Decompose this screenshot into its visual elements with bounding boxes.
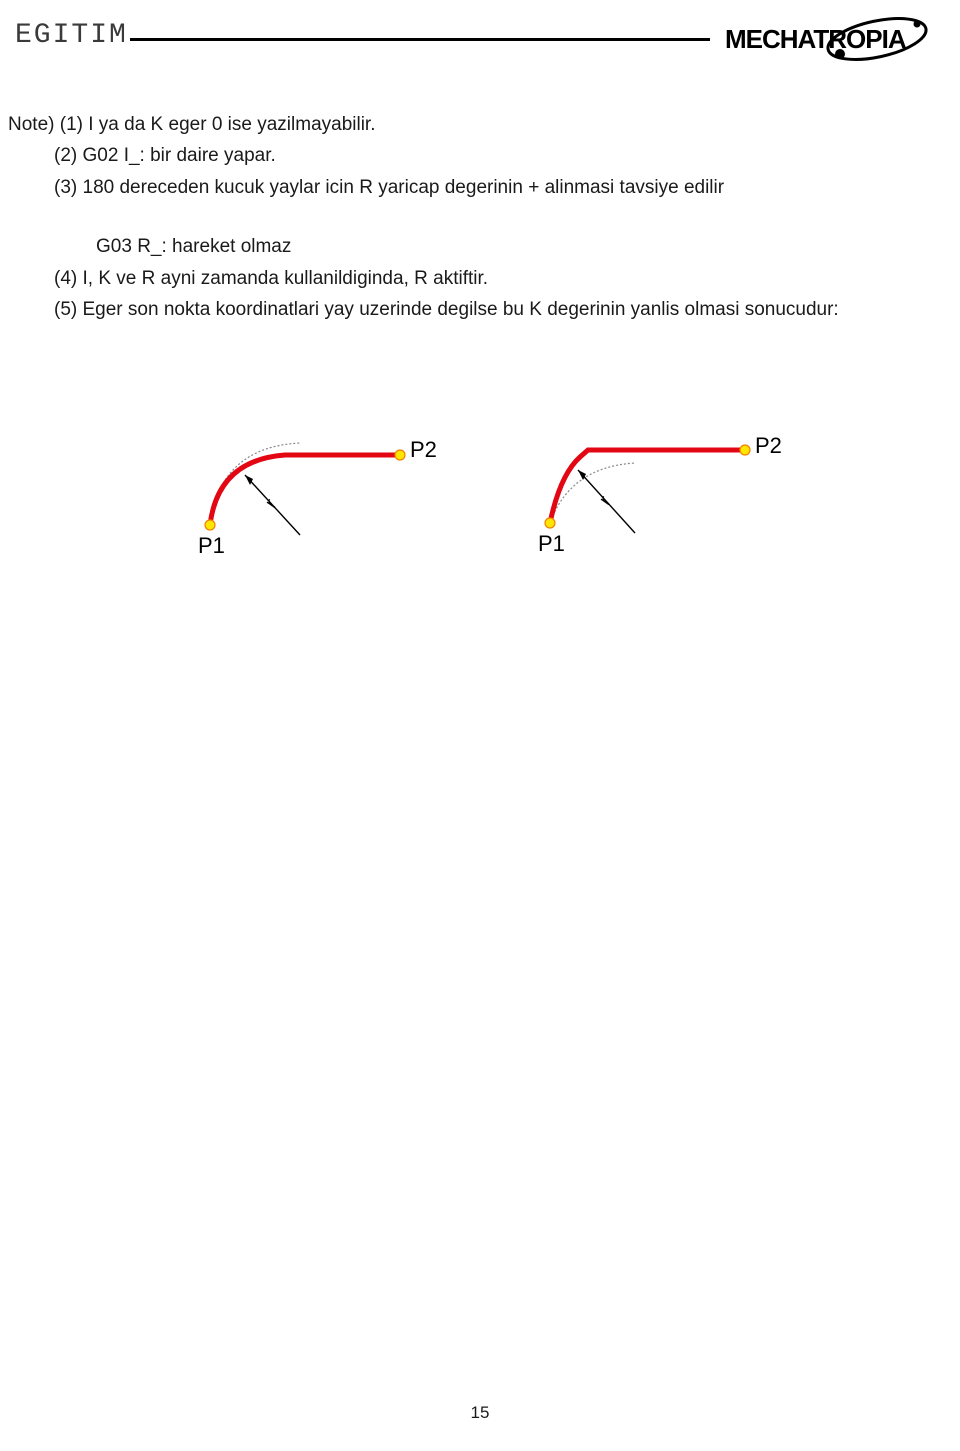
radius-arrowhead (245, 475, 253, 485)
label-p1: P1 (198, 533, 225, 559)
label-p2: P2 (410, 437, 437, 463)
note-line-4: G03 R_: hareket olmaz (8, 232, 952, 261)
point-p2 (395, 450, 405, 460)
point-p2 (740, 445, 750, 455)
logo: MECHATROPIA (722, 12, 932, 67)
logo-text: MECHATROPIA (725, 24, 907, 54)
page-number: 15 (0, 1403, 960, 1423)
ideal-arc (550, 463, 635, 523)
point-p1 (545, 518, 555, 528)
page-header: EGITIM MECHATROPIA (0, 0, 960, 90)
point-p1 (205, 520, 215, 530)
note-line-6: (5) Eger son nokta koordinatlari yay uze… (8, 295, 952, 324)
diagram-right: P1 P2 r (510, 415, 790, 575)
note-line-2: (2) G02 I_: bir daire yapar. (8, 141, 952, 170)
actual-arc-line (210, 455, 400, 525)
header-rule (130, 38, 710, 41)
diagram-left: P1 P2 r (170, 415, 450, 575)
diagrams-row: P1 P2 r P1 P2 r (0, 415, 960, 575)
label-p1: P1 (538, 531, 565, 557)
label-p2: P2 (755, 433, 782, 459)
note-line-3: (3) 180 dereceden kucuk yaylar icin R ya… (8, 173, 952, 202)
body-content: Note) (1) I ya da K eger 0 ise yazilmaya… (0, 90, 960, 325)
note-line-5: (4) I, K ve R ayni zamanda kullanildigin… (8, 264, 952, 293)
note-line-1: Note) (1) I ya da K eger 0 ise yazilmaya… (8, 110, 952, 139)
actual-arc-line (550, 450, 745, 523)
